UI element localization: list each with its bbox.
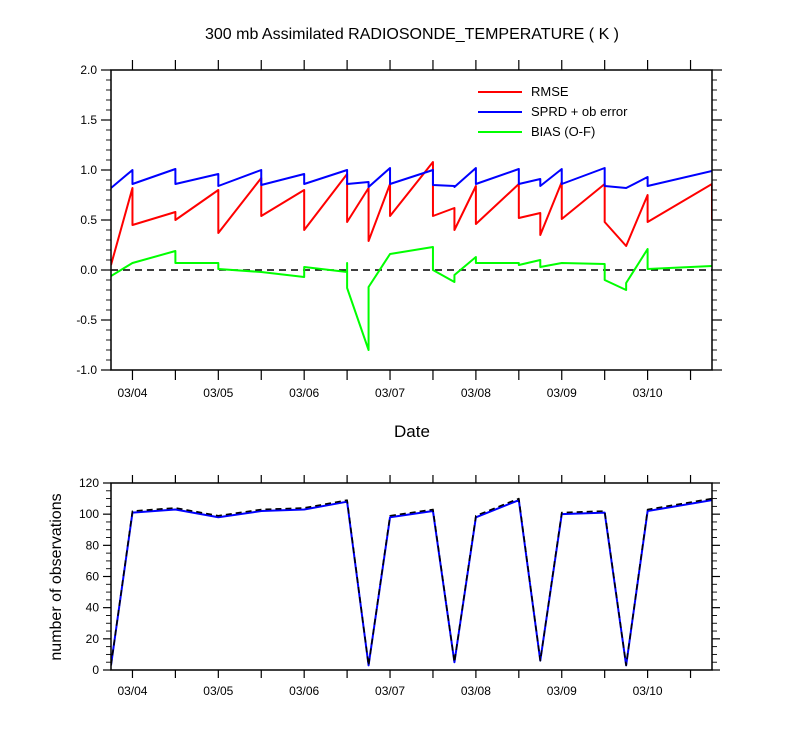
x-tick-label: 03/04 <box>117 386 147 400</box>
x-tick-label: 03/08 <box>461 386 491 400</box>
series-line-solid <box>111 499 712 667</box>
x-tick-label: 03/08 <box>461 684 491 698</box>
x-tick-label: 03/06 <box>289 684 319 698</box>
bottom-chart: 0 20 40 60 80 100 120 03/04 03/05 03/06 03/07 03/08… <box>79 475 720 698</box>
legend-label: RMSE <box>531 84 569 99</box>
y-tick-label: 100 <box>79 507 99 521</box>
series-line-bias-o-f <box>111 246 712 351</box>
x-tick-label: 03/10 <box>633 684 663 698</box>
x-tick-label: 03/04 <box>117 684 147 698</box>
y-tick-label: -1.0 <box>76 363 97 377</box>
x-tick-label: 03/07 <box>375 684 405 698</box>
chart-title: 300 mb Assimilated RADIOSONDE_TEMPERATUR… <box>205 26 619 43</box>
y-tick-label: 1.0 <box>80 163 97 177</box>
y-tick-label: 80 <box>86 538 100 552</box>
legend: RMSE SPRD + ob error BIAS (O-F) <box>478 84 628 139</box>
y-tick-label: 2.0 <box>80 63 97 77</box>
y-tick-label: 120 <box>79 476 99 490</box>
y-tick-label: 60 <box>86 570 100 584</box>
x-tick-label: 03/09 <box>547 684 577 698</box>
y-tick-label: 0.5 <box>80 213 97 227</box>
y-tick-label: 1.5 <box>80 113 97 127</box>
y-tick-label: 20 <box>86 632 100 646</box>
legend-label: SPRD + ob error <box>531 104 628 119</box>
y-tick-label: -0.5 <box>76 313 97 327</box>
x-tick-label: 03/06 <box>289 386 319 400</box>
series-line-dashed <box>111 497 712 667</box>
series-line-rmse <box>111 161 712 266</box>
top-chart: -1.0 -0.5 0.0 0.5 1.0 1.5 2.0 03/04 03/05 03/06 03… <box>76 60 722 400</box>
y-tick-label: 0.0 <box>80 263 97 277</box>
y-tick-label: 0 <box>92 663 99 677</box>
y-tick-label: 40 <box>86 601 100 615</box>
legend-label: BIAS (O-F) <box>531 124 595 139</box>
x-tick-label: 03/05 <box>203 684 233 698</box>
x-tick-label: 03/09 <box>547 386 577 400</box>
x-tick-label: 03/07 <box>375 386 405 400</box>
y-axis-label-observations: number of observations <box>48 493 65 660</box>
series-line-sprd-ob-error <box>111 167 712 189</box>
x-tick-label: 03/05 <box>203 386 233 400</box>
x-tick-label: 03/10 <box>633 386 663 400</box>
x-axis-label: Date <box>394 422 430 441</box>
